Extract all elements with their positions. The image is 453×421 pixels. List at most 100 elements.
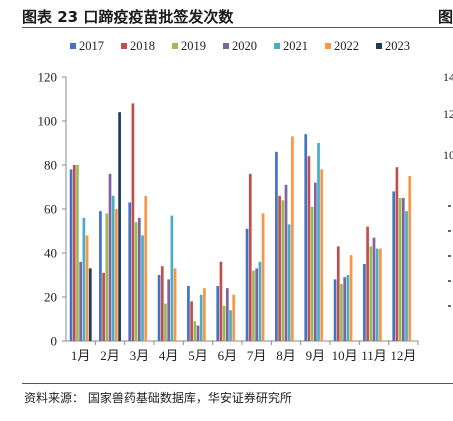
bar-2019-4 bbox=[164, 303, 167, 341]
next-figure-title-fragment: 图 bbox=[438, 8, 453, 26]
x-tick-label: 10月 bbox=[332, 348, 358, 363]
legend-label-2020: 2020 bbox=[232, 39, 257, 53]
right-panel-mark bbox=[448, 280, 451, 282]
bar-2022-3 bbox=[144, 195, 148, 341]
bar-2020-10 bbox=[343, 277, 347, 341]
bar-2017-2 bbox=[99, 211, 102, 341]
x-tick-label: 9月 bbox=[306, 348, 326, 363]
legend-swatch-2021 bbox=[274, 43, 280, 49]
bar-2017-8 bbox=[275, 151, 278, 341]
bar-2021-12 bbox=[405, 211, 408, 341]
x-tick-label: 4月 bbox=[159, 348, 179, 363]
right-panel-partial-axis: 14 12 10 bbox=[443, 70, 453, 307]
bar-2021-11 bbox=[375, 248, 379, 341]
bar-2020-7 bbox=[255, 268, 259, 341]
bar-2019-10 bbox=[340, 283, 343, 341]
bar-2022-10 bbox=[349, 255, 353, 341]
bar-2020-4 bbox=[167, 279, 171, 341]
bar-2021-5 bbox=[199, 294, 203, 341]
right-panel-tick-label: 10 bbox=[443, 148, 453, 162]
bar-2021-3 bbox=[141, 235, 144, 341]
legend-swatch-2022 bbox=[325, 43, 331, 49]
bar-2018-9 bbox=[307, 156, 311, 341]
x-tick-label: 2月 bbox=[100, 348, 120, 363]
chart-legend: 2017 2018 2019 2020 2021 2022 2023 bbox=[70, 39, 410, 53]
legend-label-2018: 2018 bbox=[130, 39, 155, 53]
bar-2019-8 bbox=[281, 200, 285, 341]
bar-2023-2 bbox=[118, 112, 121, 341]
x-tick-label: 1月 bbox=[71, 348, 91, 363]
bar-2022-5 bbox=[203, 288, 206, 341]
bar-2018-8 bbox=[278, 195, 281, 341]
bar-2020-12 bbox=[401, 198, 405, 341]
bar-2022-6 bbox=[232, 294, 236, 341]
bar-2020-1 bbox=[79, 261, 83, 341]
bar-2017-11 bbox=[363, 264, 366, 341]
right-panel-tick-label: 14 bbox=[443, 70, 453, 84]
x-tick-label: 8月 bbox=[276, 348, 296, 363]
legend-swatch-2019 bbox=[172, 43, 178, 49]
bar-2022-2 bbox=[115, 209, 118, 341]
bar-2019-5 bbox=[193, 321, 197, 341]
bar-chart: 2017 2018 2019 2020 2021 2022 2023 0 20 40 60 80 10… bbox=[38, 39, 453, 363]
bar-2018-2 bbox=[102, 272, 105, 341]
legend-label-2019: 2019 bbox=[181, 39, 206, 53]
bar-2022-7 bbox=[261, 213, 265, 341]
bar-2017-7 bbox=[245, 228, 249, 341]
right-panel-mark bbox=[448, 230, 451, 232]
y-tick-label: 120 bbox=[38, 70, 58, 85]
bar-2020-5 bbox=[196, 325, 200, 341]
x-tick-label: 11月 bbox=[361, 348, 387, 363]
bar-2021-9 bbox=[317, 143, 320, 341]
legend-label-2022: 2022 bbox=[334, 39, 359, 53]
bar-2018-5 bbox=[190, 301, 193, 341]
bar-2022-9 bbox=[320, 169, 324, 341]
bar-2018-10 bbox=[336, 246, 340, 341]
bar-2020-6 bbox=[225, 288, 229, 341]
y-tick-label: 60 bbox=[44, 202, 57, 217]
bar-2021-4 bbox=[170, 215, 174, 341]
bar-2020-3 bbox=[137, 217, 141, 341]
y-tick-label: 20 bbox=[44, 290, 57, 305]
source-note: 资料来源： 国家兽药基础数据库，华安证券研究所 bbox=[24, 391, 292, 405]
bar-2019-2 bbox=[105, 213, 109, 341]
x-tick-label: 6月 bbox=[218, 348, 238, 363]
legend-label-2021: 2021 bbox=[283, 39, 308, 53]
bar-2018-12 bbox=[395, 167, 399, 341]
bar-2021-6 bbox=[229, 310, 232, 341]
x-tick-label: 3月 bbox=[130, 348, 150, 363]
bar-2017-1 bbox=[69, 169, 73, 341]
bar-2017-6 bbox=[216, 286, 220, 341]
right-panel-mark bbox=[448, 205, 451, 207]
bar-2019-11 bbox=[369, 246, 373, 341]
legend-swatch-2023 bbox=[376, 43, 382, 49]
bar-2017-9 bbox=[304, 134, 308, 341]
bar-2017-3 bbox=[128, 202, 132, 341]
legend-label-2017: 2017 bbox=[79, 39, 104, 53]
bar-2017-4 bbox=[157, 275, 161, 341]
bar-2021-7 bbox=[258, 261, 262, 341]
bar-2022-8 bbox=[291, 136, 294, 341]
bar-2019-7 bbox=[252, 270, 255, 341]
chart-axes: 0 20 40 60 80 100 120 1月 2月 3月 4月 5月 6月 7月 8月 9月 10月 11月 1… bbox=[38, 70, 419, 363]
bar-2023-1 bbox=[88, 268, 92, 341]
bar-2018-4 bbox=[160, 266, 164, 341]
y-tick-label: 0 bbox=[51, 334, 58, 349]
right-panel-mark bbox=[448, 305, 451, 307]
bar-2022-11 bbox=[379, 248, 382, 341]
y-tick-label: 80 bbox=[44, 158, 57, 173]
bar-2022-12 bbox=[408, 176, 412, 341]
bar-2019-6 bbox=[222, 305, 226, 341]
y-tick-label: 40 bbox=[44, 246, 57, 261]
bar-2018-7 bbox=[248, 173, 252, 341]
bottom-rule bbox=[22, 383, 453, 384]
bar-2017-5 bbox=[187, 286, 190, 341]
bar-2019-1 bbox=[76, 165, 79, 341]
bar-2021-2 bbox=[111, 195, 115, 341]
bar-2017-12 bbox=[392, 191, 396, 341]
bar-2018-1 bbox=[72, 165, 76, 341]
bar-2019-12 bbox=[398, 198, 402, 341]
y-tick-label: 100 bbox=[38, 114, 58, 129]
bar-2021-8 bbox=[287, 224, 291, 341]
bar-2022-4 bbox=[173, 268, 177, 341]
